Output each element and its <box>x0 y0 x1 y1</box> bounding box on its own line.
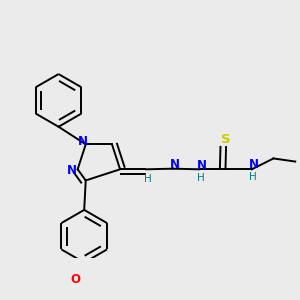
Text: O: O <box>70 273 80 286</box>
Text: N: N <box>170 158 180 172</box>
Text: H: H <box>197 173 205 183</box>
Text: H: H <box>250 172 257 182</box>
Text: N: N <box>196 159 207 172</box>
Text: N: N <box>66 164 76 177</box>
Text: N: N <box>78 135 88 148</box>
Text: S: S <box>221 133 231 146</box>
Text: H: H <box>144 174 152 184</box>
Text: N: N <box>249 158 259 172</box>
